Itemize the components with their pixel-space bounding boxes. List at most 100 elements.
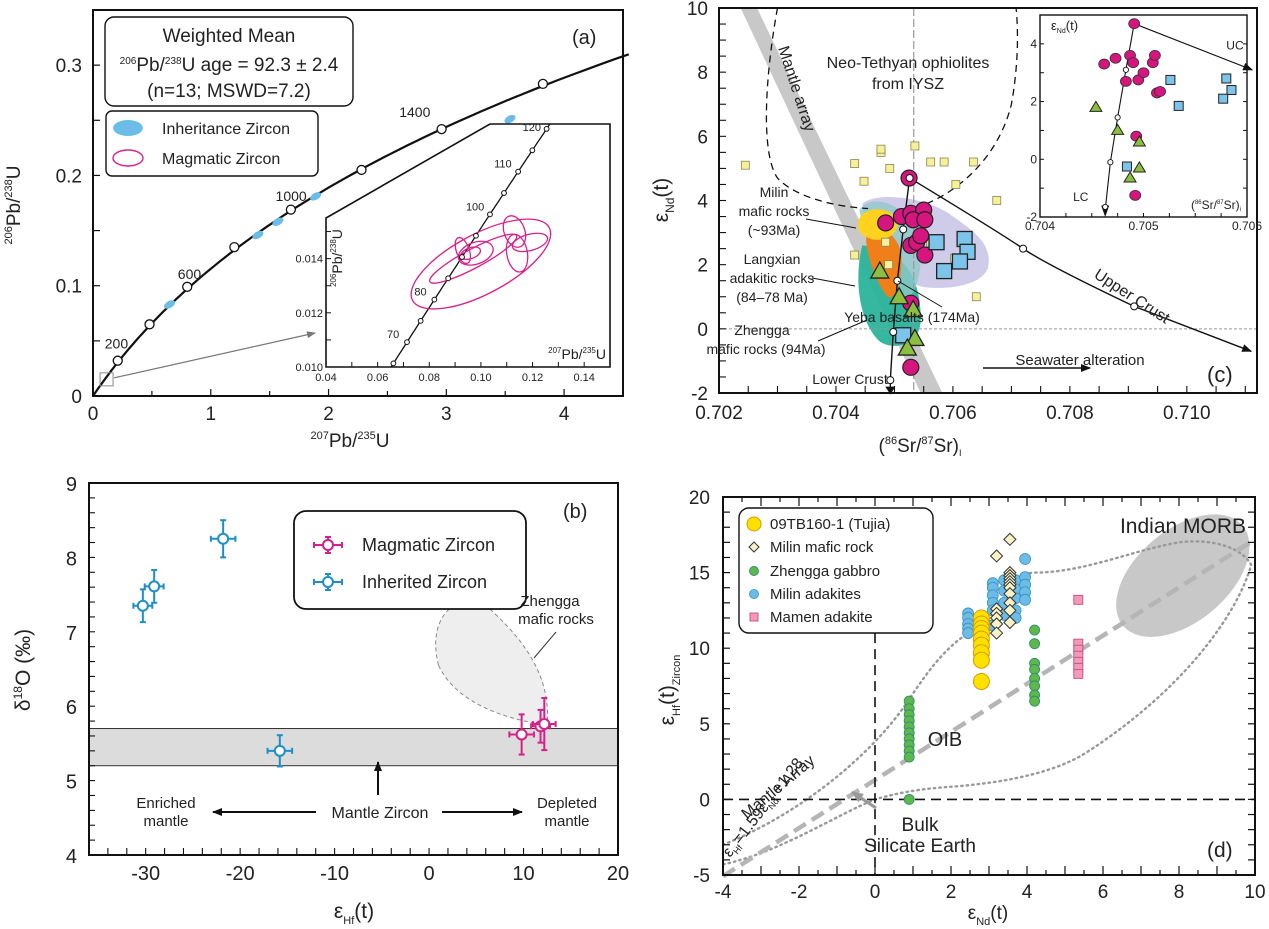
magmatic-zircon-ellipse [410,218,552,310]
inset-milin-point [1098,58,1111,70]
milin-mafic-point [902,358,920,376]
ophiolite-point [885,164,895,173]
inset-plot: 0.04 0.06 0.08 0.10 0.12 0.14 0.010 0.012 0.014 7… [295,122,611,384]
concordia-age-marker [436,123,447,135]
legend-swatch-milin-adakites [749,589,759,599]
concordia-age-label: 200 [105,336,129,352]
inset-age-marker [487,211,493,218]
y-tick-label: 4 [697,192,708,213]
x-axis-label-d: εNd(t) [968,903,1008,928]
inset-frame [1039,14,1248,218]
x-tick-label: -10 [320,863,349,885]
y-tick-label: 0 [71,387,82,408]
data-point [148,580,161,593]
y-tick-label: 0 [697,320,708,341]
legend-swatch-milin-mafic [748,541,760,553]
concordia-age-marker [112,355,123,366]
label-langxian-1: Langxian [744,251,801,267]
zhengga-mafic-point [903,299,924,318]
langxian-field [866,228,902,298]
inset-x-tick-label: 0.08 [419,372,440,384]
ophiolite-point [876,144,886,154]
legend-swatch-mamen [749,612,759,622]
zhengga-gabbro-point [1029,695,1041,707]
inset-age-label: 100 [466,201,484,213]
yeba-basalt-point [928,234,945,251]
inheritance-zircon-ellipse [252,230,264,240]
milin-mafic-point [912,227,930,245]
pointer-zhengga [817,319,868,342]
inset-milin-point [1148,50,1161,61]
milin-adakite-point [1019,553,1031,565]
ophiolite-point [910,141,920,151]
x-tick-label: 10 [512,863,534,885]
inheritance-zircon-ellipse [504,114,516,124]
inset-age-marker [529,147,536,154]
x-tick-label: -30 [131,863,160,885]
zhengga-mafic-point [889,286,910,305]
y-tick-label: 15 [689,564,710,585]
legend-a: Inheritance Zircon Magmatic Zircon [105,110,319,177]
y-axis-label-c: εNd(t) [650,178,677,223]
legend-label-zhengga: Zhengga gabbro [770,563,880,580]
milin-mafic-point [989,549,1004,563]
inset-milin-point [1154,86,1166,97]
inset-x-tick-label: 0.705 [1128,219,1158,233]
mixing-curve-marker [905,174,914,183]
legend-swatch-zhengga [749,566,759,576]
y-tick-label: 8 [66,548,77,570]
y-tick-label: 10 [689,639,710,660]
inset-age-marker [501,190,507,196]
inherited-zircon-point [209,519,237,559]
zhengga-gabbro-point [1029,663,1041,675]
legend-label-milin-mafic: Milin mafic rock [770,539,874,556]
ophiolite-point [939,157,949,167]
legend-label-tujia: 09TB160-1 (Tujia) [770,516,890,533]
y-tick-label: 5 [66,772,77,794]
inset-curve-marker [1114,114,1121,121]
legend-swatch-magmatic [112,149,144,167]
magmatic-zircon-ellipse [502,215,527,248]
inset-x-tick-label: 0.14 [573,372,594,384]
concordia-age-marker [144,319,155,330]
mixing-curve-marker [1130,302,1139,311]
label-langxian-3: (84–78 Ma) [736,289,808,305]
inset-x-axis-label: (86Sr/87Sr)i [1191,198,1241,213]
legend-swatch-inherited [313,573,343,591]
milin-mafic-point [916,211,934,229]
inset-age-label: 120 [523,122,541,134]
legend-swatch-magmatic [313,536,343,554]
inset-age-marker [543,125,550,132]
legend-label-milin-adakites: Milin adakites [770,586,861,603]
label-milin-1: Milin [760,184,789,200]
data-point [273,744,286,757]
lower-crust-arrowhead [885,386,896,395]
data-point [136,599,149,612]
concordia-age-label: 1000 [276,188,307,204]
pointer-yeba [897,280,943,308]
pointer-milin [805,218,857,229]
y-tick-label: 0.2 [56,166,82,187]
inset-x-tick-label: 0.706 [1232,219,1262,233]
x-axis-label-b: εHf(t) [334,900,374,927]
ophiolite-point [992,196,1002,205]
inset-curve-marker [1107,159,1114,166]
tujia-point [972,672,990,690]
y-tick-label: 6 [66,697,77,719]
x-axis-label-c: (86Sr/87Sr)I [879,435,962,458]
label-langxian-2: adakitic rocks [730,270,815,286]
inheritance-zircon-ellipse [310,192,322,201]
mamen-adakite-point [1073,594,1084,605]
plot-frame [722,496,1256,876]
yeba-basalt-point [951,253,969,270]
inset-zhengga-point [1123,171,1137,183]
ophiolite-point [740,160,750,170]
weighted-mean-line3: (n=13; MSWD=7.2) [147,81,311,102]
inheritance-zircon-ellipse [272,217,284,227]
y-tick-label: 4 [66,846,77,868]
inset-zhengga-point [1132,160,1147,173]
magmatic-zircon-point [531,697,557,752]
label-mantle-equation: εHf=1.59εNd +1.28 [720,755,809,862]
mixing-curve-marker [889,328,898,337]
inset-y-tick-label: 0 [1030,152,1037,166]
